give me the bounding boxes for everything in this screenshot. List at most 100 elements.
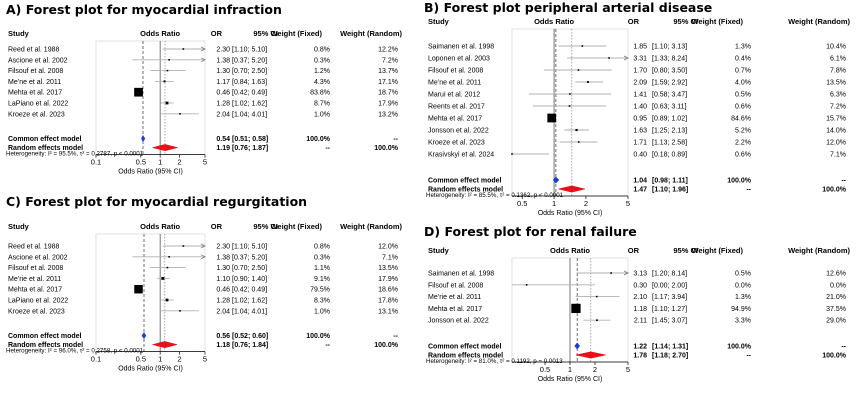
study-weight-random: 13.5% (378, 265, 398, 272)
random-effect-weight-fixed: -- (746, 353, 751, 360)
common-effect-or: 1.04 (633, 178, 647, 185)
study-point (586, 81, 589, 83)
study-or: 1.40 (633, 104, 647, 111)
study-weight-random: 13.2% (378, 111, 398, 118)
study-weight-fixed: 1.3% (735, 44, 751, 51)
study-ci: [0.37; 5.20] (232, 254, 267, 261)
study-name: Ascione et al. 2002 (8, 57, 68, 64)
study-point (547, 113, 557, 123)
forest-plot-panel-b: B) Forest plot peripheral arterial disea… (424, 0, 851, 217)
study-weight-fixed: 0.0% (735, 282, 751, 289)
common-effect-weight-random: -- (841, 344, 846, 351)
random-effect-or: 1.47 (633, 187, 647, 194)
common-effect-ci: [0.98; 1.11] (652, 178, 688, 185)
study-weight-fixed: 79.5% (310, 287, 330, 294)
study-point (581, 45, 584, 47)
study-or: 1.41 (633, 92, 647, 99)
plot-frame (511, 28, 629, 197)
study-or: 1.30 (216, 265, 230, 272)
study-name: Jonsson et al. 2022 (428, 128, 489, 135)
header-weight-fixed: Weight (Fixed) (270, 29, 322, 38)
random-effect-diamond (151, 341, 179, 349)
random-effect-diamond (558, 185, 586, 193)
study-point (134, 284, 143, 294)
header-weight-random: Weight (Random) (340, 29, 402, 38)
study-weight-random: 17.8% (378, 298, 398, 305)
study-or: 1.38 (216, 57, 230, 64)
common-effect-weight-fixed: 100.0% (306, 333, 331, 340)
study-or: 2.10 (633, 294, 647, 301)
x-tick-label: 1 (552, 199, 556, 208)
study-weight-fixed: 4.0% (735, 80, 751, 87)
study-weight-random: 7.1% (830, 152, 846, 159)
x-axis-label: Odds Ratio (95% CI) (538, 210, 603, 217)
header-weight-fixed: Weight (Fixed) (691, 17, 743, 26)
study-point (575, 128, 578, 132)
x-tick-label: 0.5 (136, 355, 146, 364)
study-or: 1.70 (633, 68, 647, 75)
study-or: 2.30 (216, 47, 230, 54)
study-ci: [1.02; 1.62] (232, 101, 267, 108)
common-effect-weight-random: -- (841, 178, 846, 185)
header-study: Study (8, 29, 30, 38)
study-weight-random: 18.6% (378, 287, 398, 294)
study-point (168, 256, 170, 258)
study-point (182, 245, 185, 247)
common-effect-ci: [0.52; 0.60] (232, 333, 268, 340)
study-weight-fixed: 0.8% (314, 47, 330, 54)
study-weight-random: 12.6% (826, 271, 846, 278)
x-tick-label: 2 (593, 365, 597, 374)
study-ci: [1.17; 3.94] (652, 294, 687, 301)
study-or: 3.13 (633, 271, 647, 278)
study-weight-random: 18.7% (378, 90, 398, 97)
study-ci: [0.89; 1.02] (652, 116, 687, 123)
x-tick-label: 0.5 (517, 199, 527, 208)
header-weight-random: Weight (Random) (788, 17, 850, 26)
study-weight-fixed: 4.3% (314, 79, 330, 86)
study-ci: [0.84; 1.63] (232, 79, 267, 86)
forest-plot-panel-a: A) Forest plot for myocardial infraction… (6, 2, 403, 176)
study-ci: [1.02; 1.62] (232, 298, 267, 305)
study-point (163, 80, 166, 83)
study-weight-fixed: 0.5% (735, 271, 751, 278)
study-name: Saimanen et al. 1998 (428, 44, 494, 51)
common-effect-diamond (574, 342, 581, 350)
study-weight-fixed: 0.5% (735, 92, 751, 99)
ci-arrow (623, 270, 629, 276)
common-effect-or: 1.22 (633, 344, 647, 351)
study-weight-fixed: 0.8% (314, 244, 330, 251)
study-weight-random: 13.7% (378, 68, 398, 75)
study-point (511, 153, 513, 155)
study-weight-random: 14.0% (826, 128, 846, 135)
common-effect-label: Common effect model (428, 344, 502, 351)
x-tick-label: 5 (626, 365, 630, 374)
study-ci: [1.04; 4.01] (232, 111, 267, 118)
study-or: 0.95 (633, 116, 647, 123)
study-point (608, 57, 610, 59)
study-ci: [0.70; 2.50] (232, 68, 267, 75)
study-weight-random: 13.1% (378, 308, 398, 315)
study-name: Jonsson et al. 2022 (428, 318, 489, 325)
study-weight-fixed: 1.3% (735, 294, 751, 301)
ci-arrow (200, 243, 206, 249)
study-ci: [1.33; 8.24] (652, 56, 687, 63)
random-effect-ci: [0.76; 1.84] (232, 342, 268, 349)
study-or: 3.31 (633, 56, 647, 63)
random-effect-weight-random: 100.0% (822, 187, 847, 194)
common-effect-label: Common effect model (8, 333, 82, 340)
study-name: Me’rie et al. 2011 (8, 276, 61, 283)
study-name: Me’ne et al. 2011 (8, 79, 61, 86)
common-effect-weight-fixed: 100.0% (727, 344, 752, 351)
study-name: Me’ne et al. 2011 (428, 80, 481, 87)
header-weight-random: Weight (Random) (340, 222, 402, 231)
header-study: Study (428, 246, 450, 255)
study-or: 2.11 (634, 318, 647, 325)
forest-plot-panel-d: D) Forest plot for renal failure Study Odd… (424, 224, 851, 383)
study-weight-random: 15.7% (826, 116, 846, 123)
study-weight-random: 12.2% (378, 47, 398, 54)
study-or: 1.18 (633, 306, 647, 313)
ci-arrow (200, 57, 206, 63)
common-effect-ci: [1.14; 1.31] (652, 344, 688, 351)
study-weight-random: 13.5% (826, 80, 846, 87)
study-ci: [1.25; 2.13] (652, 128, 687, 135)
